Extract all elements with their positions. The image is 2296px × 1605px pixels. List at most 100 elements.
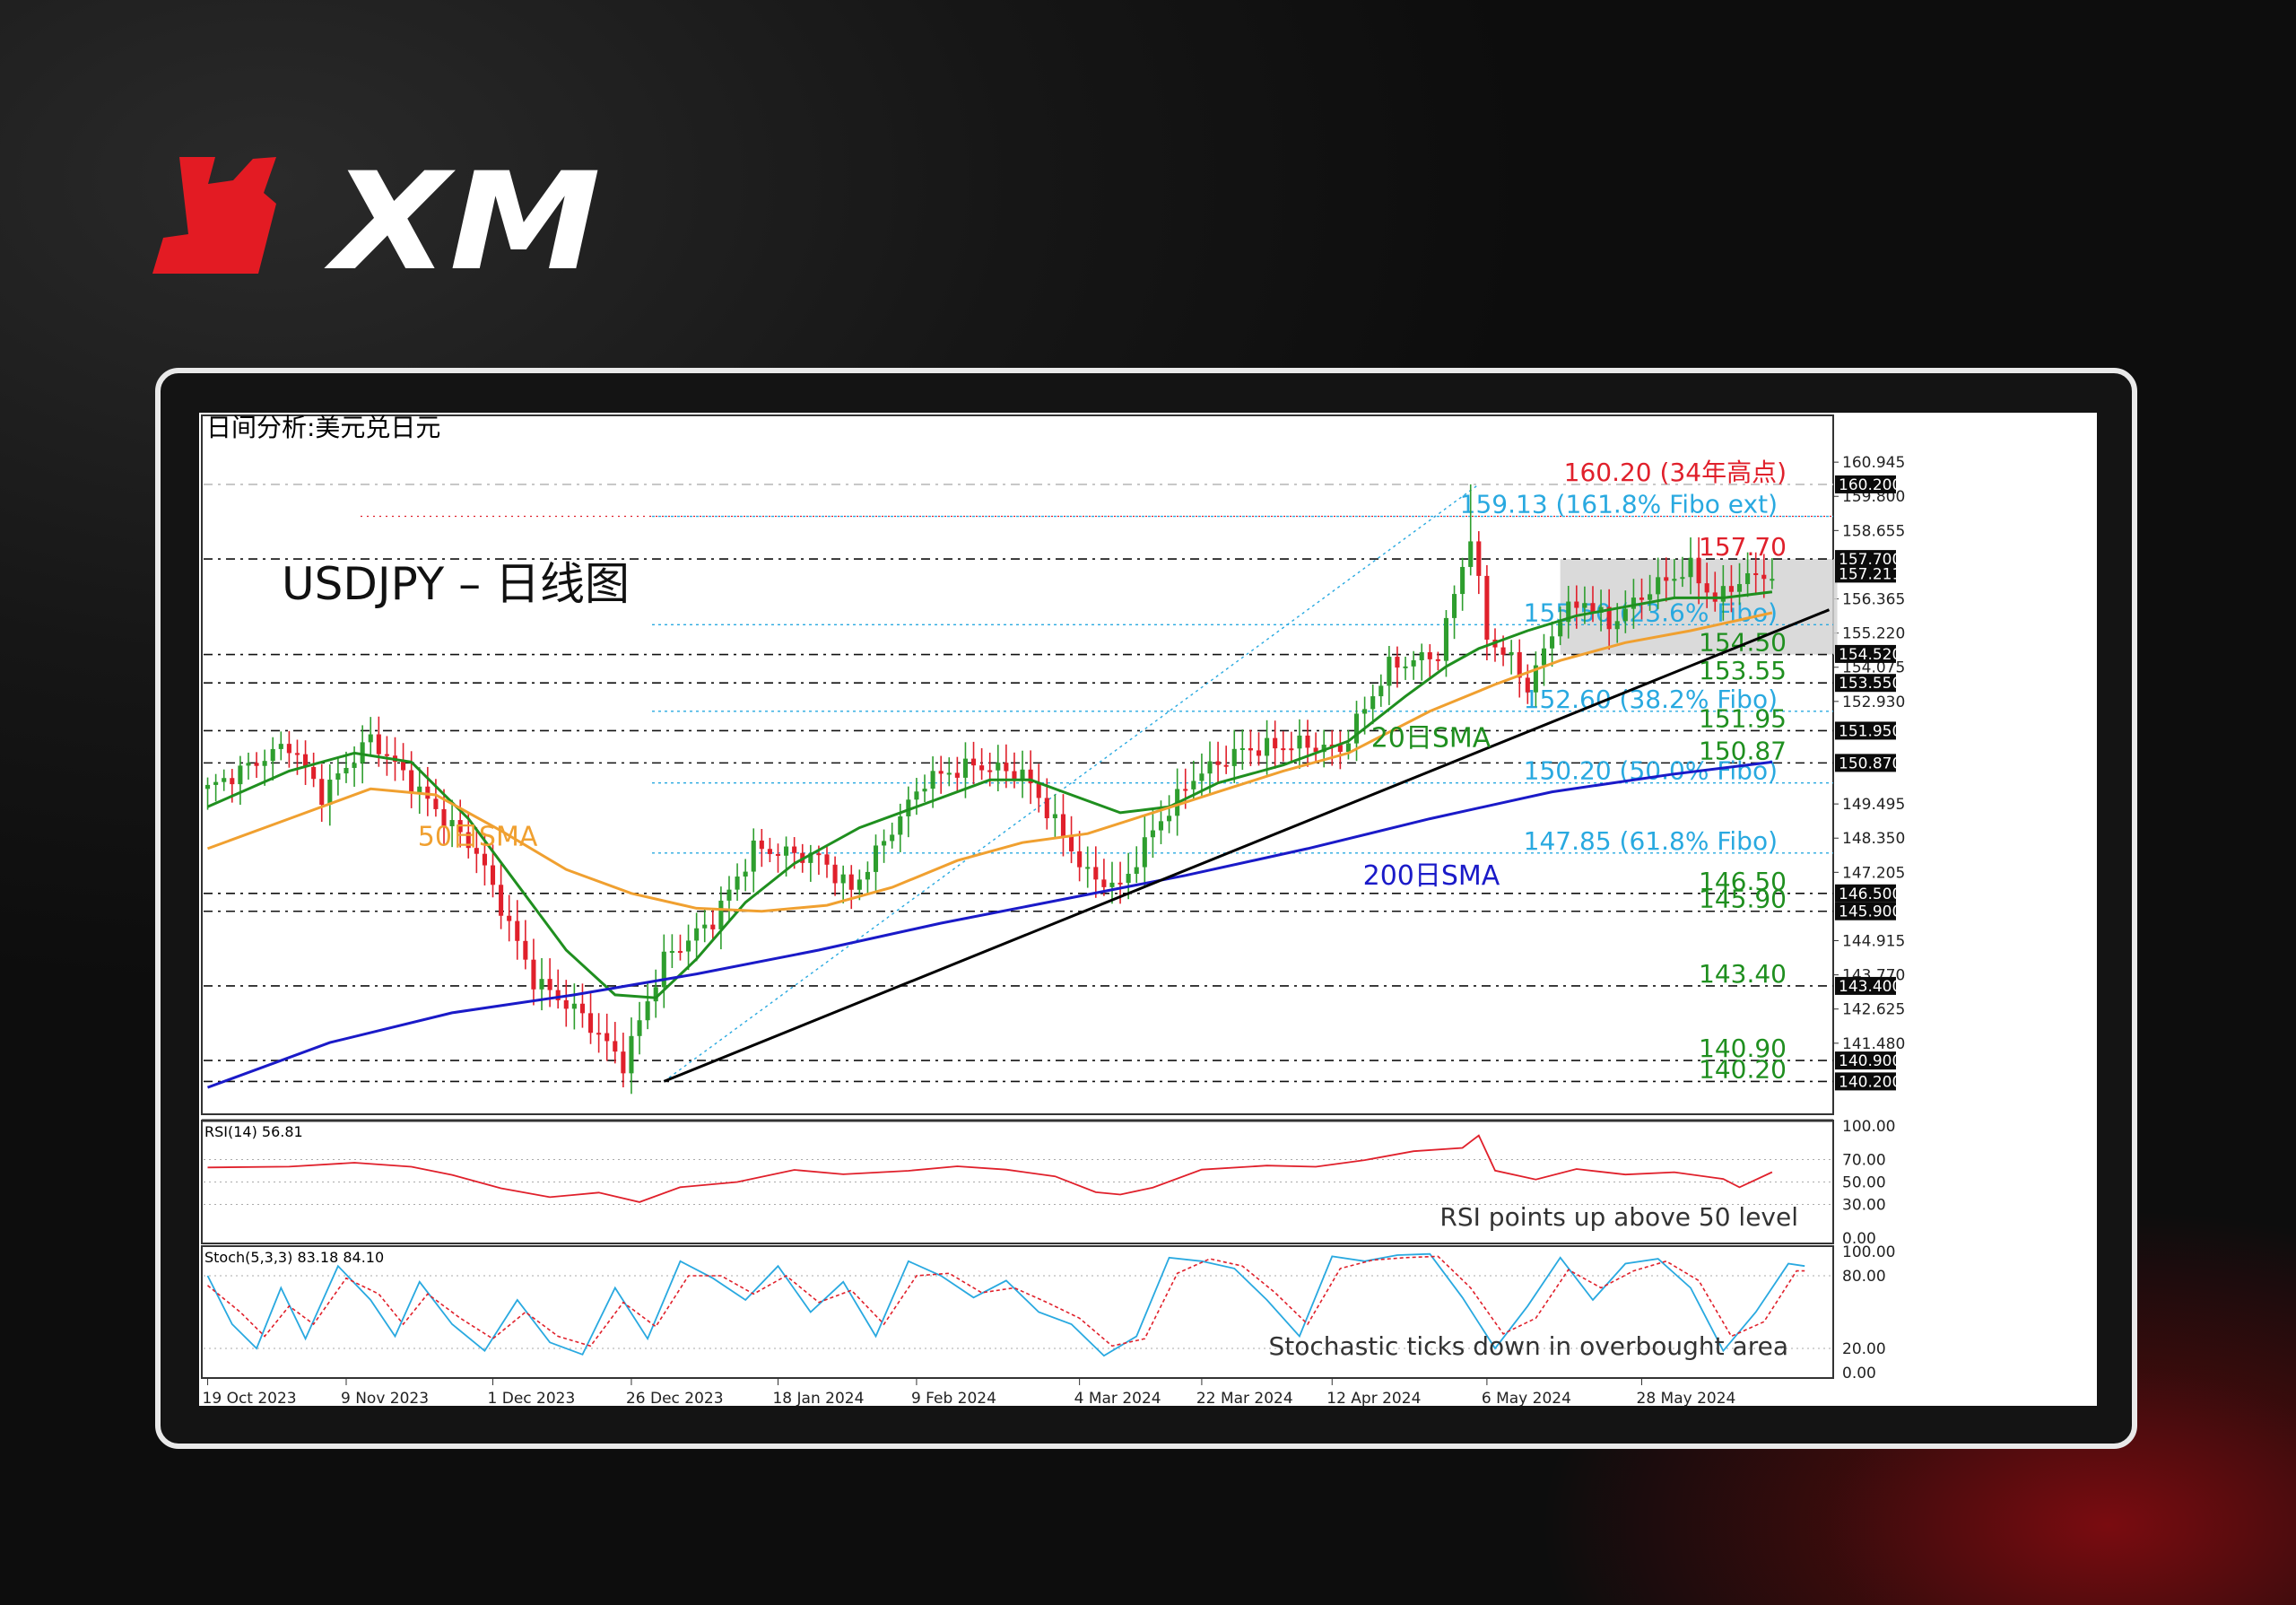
candle-body — [890, 834, 895, 842]
candle — [222, 769, 227, 791]
candle-body — [262, 761, 267, 766]
candle-body — [230, 778, 235, 785]
candle-body — [1077, 850, 1083, 868]
candle-body — [1639, 598, 1645, 600]
candle — [1223, 746, 1229, 774]
price-box-label: 140.900 — [1839, 1052, 1901, 1070]
candle — [865, 861, 870, 895]
price-box — [1835, 674, 1896, 693]
candle — [1199, 753, 1205, 796]
candle-body — [474, 848, 479, 854]
stoch-note: Stochastic ticks down in overbought area — [1269, 1331, 1788, 1361]
chart-area: 160.945 159.800 158.655 156.365 155.220 154.0… — [199, 413, 2097, 1408]
candle-body — [1558, 622, 1563, 637]
y-tick-label: 144.915 — [1842, 933, 1905, 951]
candle-body — [1606, 606, 1612, 630]
level-label: 160.20 (34年高点) — [1564, 458, 1787, 487]
candle-body — [694, 928, 700, 941]
price-box — [1835, 902, 1896, 920]
candle-body — [882, 841, 887, 846]
y-tick-label: 155.220 — [1842, 625, 1905, 643]
candle — [970, 741, 977, 785]
candle-body — [1085, 867, 1091, 869]
candle — [645, 983, 650, 1030]
candle-body — [523, 940, 528, 960]
candle — [1753, 552, 1759, 596]
candle — [604, 1013, 610, 1061]
candle-body — [319, 779, 325, 806]
candle — [1370, 684, 1376, 725]
candle-body — [401, 762, 406, 771]
candle — [1770, 558, 1775, 589]
candle — [1239, 729, 1245, 771]
level-label: 153.55 — [1699, 656, 1787, 685]
candle-body — [1036, 783, 1041, 798]
candle-body — [563, 999, 569, 1009]
candle — [1069, 816, 1074, 864]
price-box — [1835, 564, 1896, 583]
candle — [979, 747, 985, 781]
x-tick-label: 28 May 2024 — [1637, 1390, 1736, 1406]
y-tick-label: 156.365 — [1842, 591, 1905, 609]
candle-body — [832, 864, 838, 884]
candle-body — [1305, 735, 1310, 748]
candle-body — [637, 1020, 642, 1036]
stoch-border — [201, 1245, 1834, 1379]
price-box-label: 145.900 — [1839, 903, 1901, 921]
candle — [1614, 603, 1620, 643]
candle-body — [441, 808, 447, 826]
candle — [1297, 719, 1302, 769]
candle-body — [1231, 748, 1237, 766]
candle — [1256, 732, 1262, 766]
candle-body — [1370, 696, 1376, 710]
candle-body — [352, 763, 357, 768]
price-box-label: 153.550 — [1839, 675, 1901, 693]
candle-body — [246, 763, 251, 766]
candle — [1631, 579, 1636, 629]
candle-body — [515, 920, 520, 941]
candle — [613, 1022, 618, 1064]
candle-body — [743, 871, 748, 877]
candle — [1582, 586, 1587, 624]
candle-body — [1696, 557, 1701, 584]
candle-body — [1248, 747, 1253, 751]
candle-body — [979, 765, 985, 771]
candle-body — [840, 874, 846, 884]
candle — [906, 786, 911, 838]
x-tick-label: 22 Mar 2024 — [1196, 1390, 1293, 1406]
candle — [1109, 861, 1115, 904]
ascending-trendline — [663, 608, 1831, 1083]
candle — [515, 900, 520, 960]
candle — [1231, 729, 1237, 783]
level-label: 150.87 — [1699, 736, 1787, 765]
sma-50-line — [206, 611, 1773, 913]
candle — [213, 773, 219, 802]
candle-body — [1134, 867, 1139, 874]
candle — [1452, 585, 1457, 640]
candle-body — [962, 758, 968, 778]
price-panel: 160.945159.800158.655156.365155.220154.0… — [201, 414, 1905, 1115]
candle — [1533, 651, 1538, 707]
candle — [1150, 809, 1155, 859]
candle — [1558, 606, 1563, 646]
candle-body — [547, 979, 552, 990]
candle-body — [587, 1013, 594, 1034]
candle-body — [449, 820, 455, 826]
candle — [954, 756, 960, 791]
candle-body — [873, 845, 879, 872]
candle-body — [1460, 566, 1465, 595]
candle — [1012, 752, 1017, 789]
candle-body — [865, 871, 870, 880]
candle-body — [1664, 577, 1669, 581]
candle — [1761, 554, 1767, 598]
candle — [523, 920, 528, 970]
candle — [726, 876, 732, 920]
candle — [1468, 484, 1474, 576]
candle — [303, 740, 309, 785]
candle-body — [1313, 747, 1318, 753]
candle-body — [1060, 814, 1066, 837]
y-tick-label: 149.495 — [1842, 796, 1905, 814]
level-label: 157.70 — [1699, 532, 1787, 562]
candle — [1639, 578, 1645, 620]
candle-body — [1207, 761, 1213, 774]
